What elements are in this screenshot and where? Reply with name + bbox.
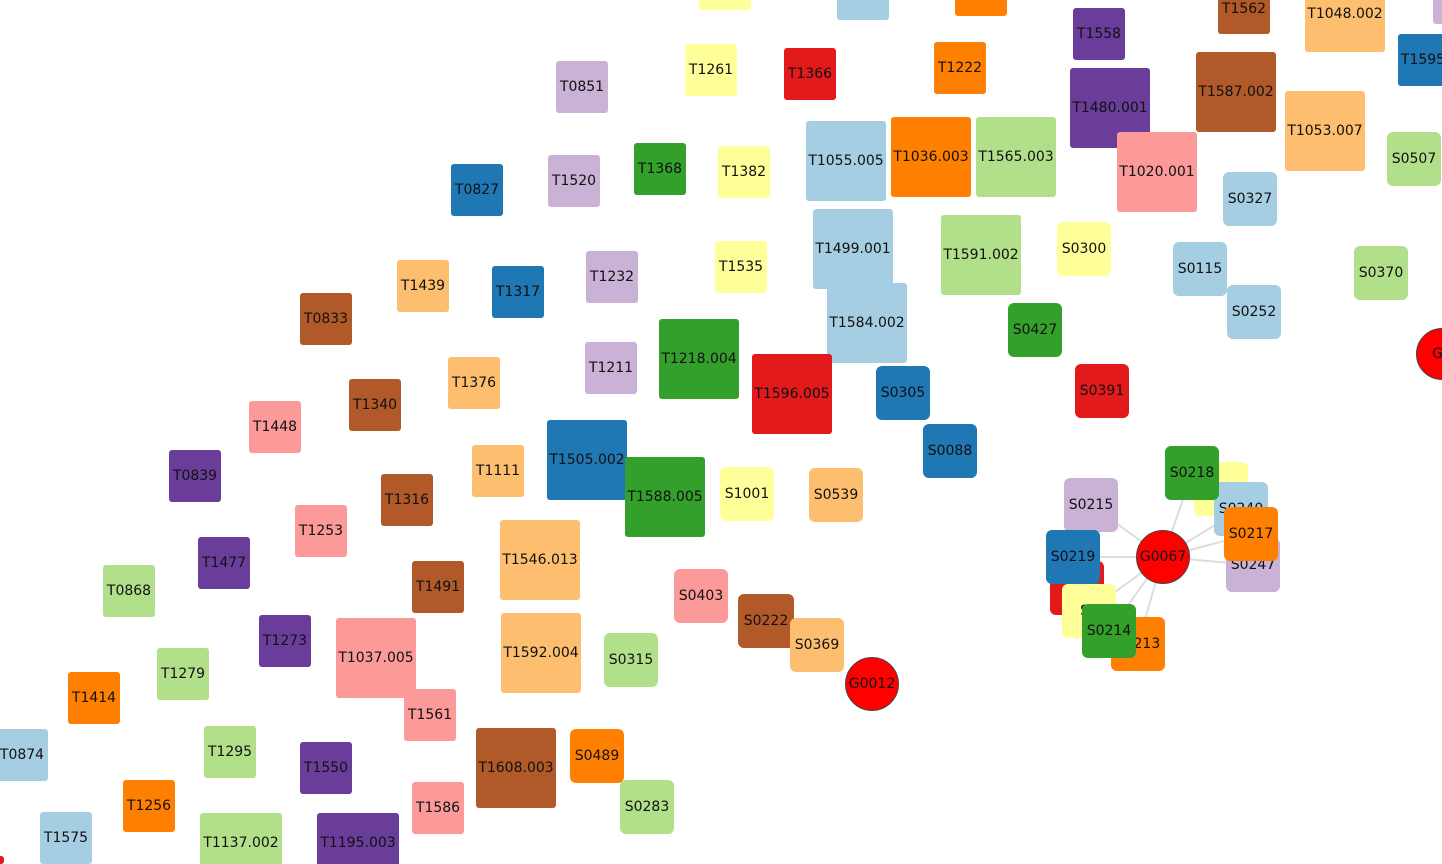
technique-node-t1261[interactable]: T1261 — [685, 44, 737, 96]
technique-node-t1048-002[interactable]: T1048.002 — [1305, 0, 1385, 52]
technique-node-t1591-002[interactable]: T1591.002 — [941, 215, 1021, 295]
technique-node-t1448[interactable]: T1448 — [249, 401, 301, 453]
technique-node-t1295[interactable]: T1295 — [204, 726, 256, 778]
software-node-s0305[interactable]: S0305 — [876, 366, 930, 420]
software-node-s0315[interactable]: S0315 — [604, 633, 658, 687]
technique-node-t1222[interactable]: T1222 — [934, 42, 986, 94]
software-node-s0300[interactable]: S0300 — [1057, 222, 1111, 276]
software-node-s0403[interactable]: S0403 — [674, 569, 728, 623]
technique-node-t0868[interactable]: T0868 — [103, 565, 155, 617]
technique-node[interactable] — [837, 0, 889, 20]
technique-node-t1279[interactable]: T1279 — [157, 648, 209, 700]
technique-node-t1477[interactable]: T1477 — [198, 537, 250, 589]
technique-node-t1111[interactable]: T1111 — [472, 445, 524, 497]
technique-node-t1565-003[interactable]: T1565.003 — [976, 117, 1056, 197]
software-node-s0489[interactable]: S0489 — [570, 729, 624, 783]
technique-node-t1273[interactable]: T1273 — [259, 615, 311, 667]
technique-node-t1195-003[interactable]: T1195.003 — [317, 813, 399, 864]
technique-node-t1546-013[interactable]: T1546.013 — [500, 520, 580, 600]
technique-node-t1588-005[interactable]: T1588.005 — [625, 457, 705, 537]
software-node-s0219[interactable]: S0219 — [1046, 530, 1100, 584]
technique-node-t1137-002[interactable]: T1137.002 — [200, 813, 282, 864]
software-node-s0369[interactable]: S0369 — [790, 618, 844, 672]
software-node-s1001[interactable]: S1001 — [720, 467, 774, 521]
technique-node-t1037-005[interactable]: T1037.005 — [336, 618, 416, 698]
technique-node-t1020-001[interactable]: T1020.001 — [1117, 132, 1197, 212]
technique-node-t1587-002[interactable]: T1587.002 — [1196, 52, 1276, 132]
technique-node[interactable] — [0, 856, 4, 864]
technique-node-t0851[interactable]: T0851 — [556, 61, 608, 113]
technique-node-t1366[interactable]: T1366 — [784, 48, 836, 100]
technique-node-t0827[interactable]: T0827 — [451, 164, 503, 216]
technique-node-t1211[interactable]: T1211 — [585, 342, 637, 394]
software-node-s0391[interactable]: S0391 — [1075, 364, 1129, 418]
technique-node-t1561[interactable]: T1561 — [404, 689, 456, 741]
technique-node-t1253[interactable]: T1253 — [295, 505, 347, 557]
technique-node-t1499-001[interactable]: T1499.001 — [813, 209, 893, 289]
technique-node-t1316[interactable]: T1316 — [381, 474, 433, 526]
technique-node-t1575[interactable]: T1575 — [40, 812, 92, 864]
software-node-s0252[interactable]: S0252 — [1227, 285, 1281, 339]
technique-node-t1382[interactable]: T1382 — [718, 146, 770, 198]
software-node-s0088[interactable]: S0088 — [923, 424, 977, 478]
technique-node-t1036-003[interactable]: T1036.003 — [891, 117, 971, 197]
technique-node-t1414[interactable]: T1414 — [68, 672, 120, 724]
software-node-s0115[interactable]: S0115 — [1173, 242, 1227, 296]
group-node-g0067[interactable]: G0067 — [1136, 530, 1190, 584]
software-node-s0507[interactable]: S0507 — [1387, 132, 1441, 186]
technique-node-t0839[interactable]: T0839 — [169, 450, 221, 502]
technique-node-t1505-002[interactable]: T1505.002 — [547, 420, 627, 500]
technique-node-t1584-002[interactable]: T1584.002 — [827, 283, 907, 363]
technique-node-t1317[interactable]: T1317 — [492, 266, 544, 318]
technique-node-t1558[interactable]: T1558 — [1073, 8, 1125, 60]
technique-node-t1368[interactable]: T1368 — [634, 143, 686, 195]
software-node-s0370[interactable]: S0370 — [1354, 246, 1408, 300]
technique-node-t1232[interactable]: T1232 — [586, 251, 638, 303]
software-node-s0327[interactable]: S0327 — [1223, 172, 1277, 226]
technique-node[interactable] — [1433, 0, 1442, 24]
technique-node-t0833[interactable]: T0833 — [300, 293, 352, 345]
technique-node-t1520[interactable]: T1520 — [548, 155, 600, 207]
software-node-s0215[interactable]: S0215 — [1064, 478, 1118, 532]
technique-node-t1376[interactable]: T1376 — [448, 357, 500, 409]
technique-node-t1550[interactable]: T1550 — [300, 742, 352, 794]
technique-node-t1596-005[interactable]: T1596.005 — [752, 354, 832, 434]
technique-node-t1053-007[interactable]: T1053.007 — [1285, 91, 1365, 171]
technique-node-t1535[interactable]: T1535 — [715, 241, 767, 293]
technique-node-t1562[interactable]: T1562 — [1218, 0, 1270, 34]
technique-node[interactable] — [955, 0, 1007, 16]
technique-node-t1055-005[interactable]: T1055.005 — [806, 121, 886, 201]
technique-node-t1586[interactable]: T1586 — [412, 782, 464, 834]
technique-node-t1340[interactable]: T1340 — [349, 379, 401, 431]
software-node-s0539[interactable]: S0539 — [809, 468, 863, 522]
technique-node-t1595[interactable]: T1595 — [1398, 34, 1442, 86]
technique-node-t1608-003[interactable]: T1608.003 — [476, 728, 556, 808]
software-node-s0214[interactable]: S0214 — [1082, 604, 1136, 658]
software-node-s0217[interactable]: S0217 — [1224, 507, 1278, 561]
technique-node-t1439[interactable]: T1439 — [397, 260, 449, 312]
technique-node-t0874[interactable]: T0874 — [0, 729, 48, 781]
technique-node-t1256[interactable]: T1256 — [123, 780, 175, 832]
software-node-s0427[interactable]: S0427 — [1008, 303, 1062, 357]
technique-node[interactable] — [699, 0, 751, 10]
software-node-s0222[interactable]: S0222 — [738, 594, 794, 648]
technique-node-t1592-004[interactable]: T1592.004 — [501, 613, 581, 693]
software-node-s0218[interactable]: S0218 — [1165, 446, 1219, 500]
technique-node-t1491[interactable]: T1491 — [412, 561, 464, 613]
group-node-g0012[interactable]: G0012 — [845, 657, 899, 711]
technique-node-t1218-004[interactable]: T1218.004 — [659, 319, 739, 399]
software-node-s0283[interactable]: S0283 — [620, 780, 674, 834]
